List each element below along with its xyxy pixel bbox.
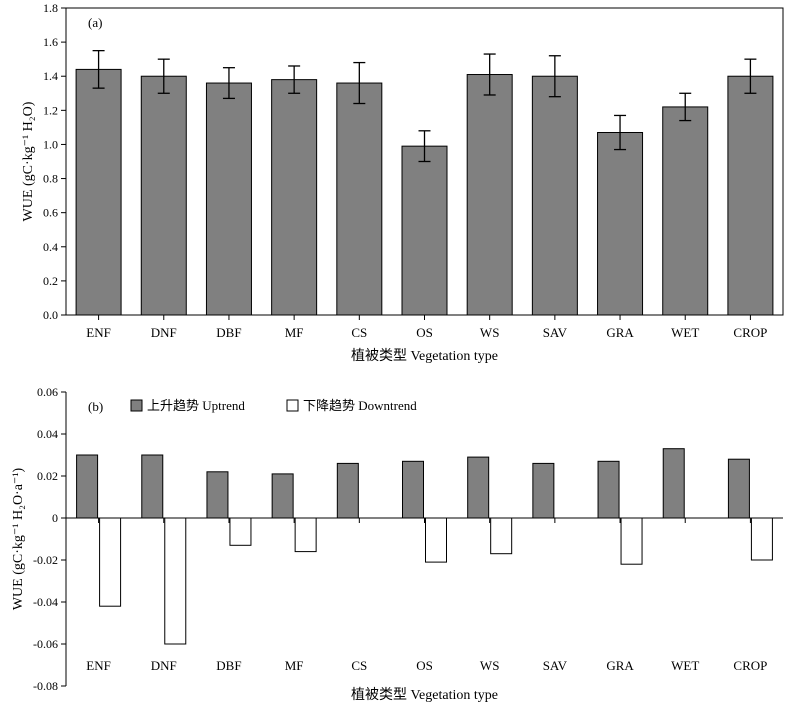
x-tick-label-a: SAV [543, 325, 568, 340]
y-tick-label-a: 0.2 [43, 274, 58, 288]
x-axis-title-b: 植被类型 Vegetation type [351, 687, 498, 703]
uptrend-bar-sav [532, 462, 555, 519]
y-tick-label-b: 0.04 [37, 427, 58, 441]
x-axis-title-a: 植被类型 Vegetation type [351, 348, 498, 364]
bar-wet [662, 106, 709, 316]
x-tick-label-b: MF [285, 658, 304, 673]
downtrend-bar-mf [294, 517, 317, 553]
uptrend-bar-gra [597, 460, 620, 519]
y-tick-label-b: -0.08 [33, 679, 58, 693]
uptrend-bar-enf [76, 454, 99, 519]
downtrend-bar-crop [750, 517, 773, 561]
legend-label-downtrend: 下降趋势 Downtrend [303, 398, 417, 413]
x-tick-label-a: WET [671, 325, 699, 340]
legend-swatch-uptrend [130, 399, 143, 412]
y-axis-title-b: WUE (gC·kg⁻¹ H₂O·a⁻¹) [11, 467, 26, 610]
y-tick-label-a: 0.4 [43, 240, 58, 254]
x-tick-label-b: DNF [151, 658, 177, 673]
uptrend-bar-cs [336, 462, 359, 519]
bar-dbf [205, 82, 252, 316]
panel-label-b: (b) [88, 399, 103, 414]
bar-gra [597, 132, 644, 316]
legend-b: 上升趋势 Uptrend 下降趋势 Downtrend [130, 398, 417, 413]
bar-sav [531, 75, 578, 316]
y-tick-label-a: 0.0 [43, 308, 58, 322]
y-tick-label-a: 1.4 [43, 69, 58, 83]
x-tick-label-a: MF [285, 325, 304, 340]
bar-crop [727, 75, 774, 316]
y-tick-label-a: 1.8 [43, 1, 58, 15]
x-tick-label-b: WS [480, 658, 500, 673]
x-tick-label-a: DBF [216, 325, 241, 340]
y-tick-label-b: -0.04 [33, 595, 58, 609]
x-tick-label-b: OS [416, 658, 433, 673]
y-tick-label-a: 0.8 [43, 172, 58, 186]
x-tick-label-b: SAV [543, 658, 568, 673]
bar-mf [271, 79, 318, 316]
y-tick-label-b: 0 [52, 511, 58, 525]
y-tick-label-b: -0.06 [33, 637, 58, 651]
x-tick-label-a: OS [416, 325, 433, 340]
panel-b: -0.08 -0.06 -0.04 -0.02 0 0.02 0.04 0.06 ENF DNF D… [11, 385, 783, 703]
x-tick-label-b: DBF [216, 658, 241, 673]
uptrend-bar-os [402, 460, 424, 519]
y-tick-label-b: 0.02 [37, 469, 58, 483]
panel-a: 0.0 0.2 0.4 0.6 0.8 1.0 1.2 1.4 1.6 1.8 ENF DNF DBF M… [21, 1, 784, 364]
legend-label-uptrend: 上升趋势 Uptrend [147, 398, 245, 413]
x-tick-label-a: ENF [86, 325, 111, 340]
downtrend-bar-gra [620, 517, 643, 565]
x-tick-label-b: WET [671, 658, 699, 673]
x-tick-label-a: DNF [151, 325, 177, 340]
x-tick-label-b: CS [351, 658, 367, 673]
x-tick-label-a: CS [351, 325, 367, 340]
y-axis-title-a: WUE (gC·kg⁻¹ H₂O) [21, 101, 36, 221]
downtrend-bar-dnf [164, 517, 187, 645]
x-tick-label-b: GRA [606, 658, 634, 673]
bar-os [401, 145, 448, 316]
x-tick-label-a: WS [480, 325, 500, 340]
uptrend-bar-mf [271, 473, 294, 519]
y-tick-label-a: 1.2 [43, 103, 58, 117]
x-tick-label-a: GRA [606, 325, 634, 340]
legend-swatch-downtrend [286, 399, 299, 412]
downtrend-bar-os [425, 517, 447, 563]
bar-cs [336, 82, 383, 316]
y-tick-label-b: -0.02 [33, 553, 58, 567]
uptrend-bar-ws [467, 456, 490, 519]
uptrend-bar-dbf [206, 471, 229, 519]
bar-enf [75, 68, 122, 316]
y-tick-label-a: 1.0 [43, 137, 58, 151]
y-tick-label-a: 0.6 [43, 206, 58, 220]
panel-label-a: (a) [88, 15, 102, 30]
x-tick-label-a: CROP [733, 325, 767, 340]
x-tick-label-b: ENF [86, 658, 111, 673]
y-tick-label-b: 0.06 [37, 385, 58, 399]
uptrend-bar-wet [662, 448, 685, 519]
x-tick-label-b: CROP [733, 658, 767, 673]
bar-ws [466, 74, 513, 316]
downtrend-bar-dbf [229, 517, 252, 546]
bar-dnf [140, 75, 187, 316]
downtrend-bar-ws [490, 517, 513, 555]
y-tick-label-a: 1.6 [43, 35, 58, 49]
uptrend-bar-crop [727, 458, 750, 519]
uptrend-bar-dnf [141, 454, 164, 519]
downtrend-bar-enf [99, 517, 122, 607]
